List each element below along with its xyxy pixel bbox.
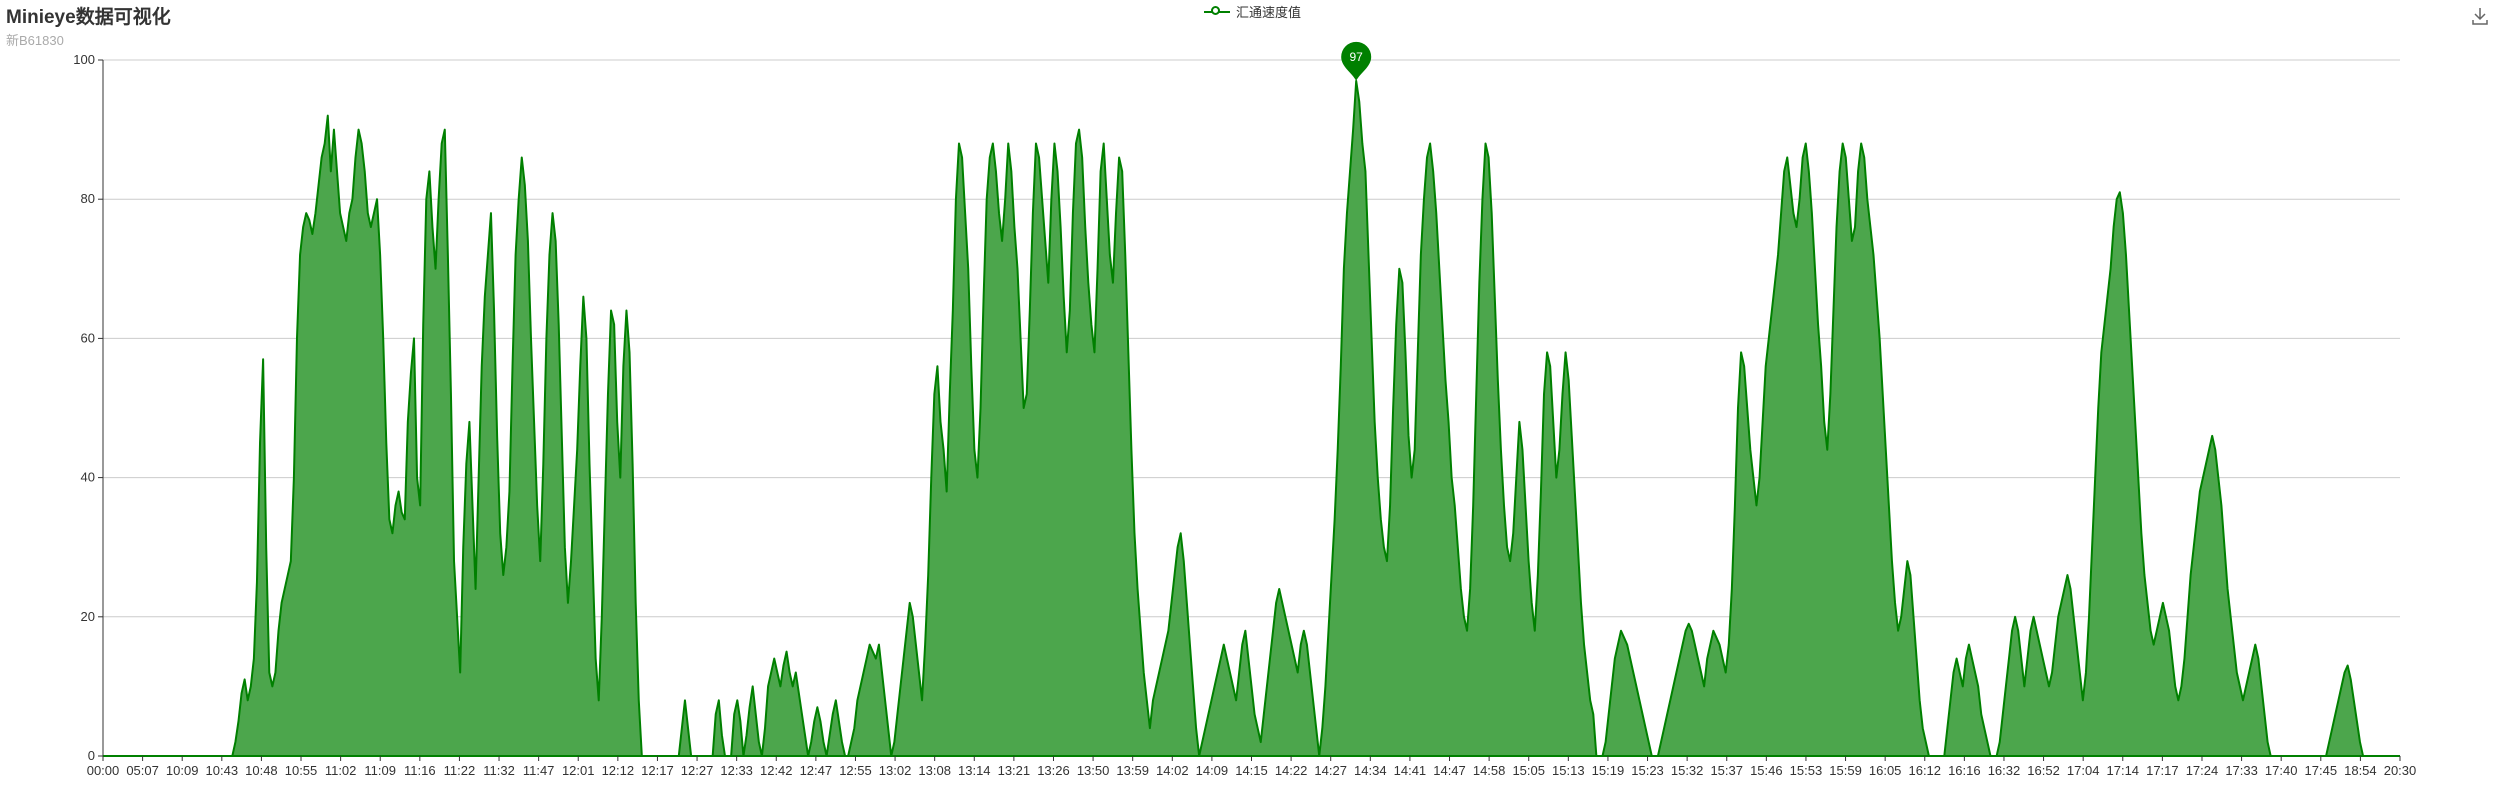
x-tick-label: 13:59 [1116,763,1149,778]
x-tick-label: 12:12 [602,763,635,778]
max-value-pin [1341,41,1372,81]
x-tick-label: 11:09 [364,763,396,778]
x-tick-label: 12:01 [562,763,595,778]
x-tick-label: 15:13 [1552,763,1585,778]
x-tick-label: 13:02 [879,763,912,778]
y-tick-label: 80 [81,191,95,206]
legend-marker-icon [1204,5,1230,19]
y-tick-label: 60 [81,330,95,345]
x-tick-label: 16:05 [1869,763,1902,778]
x-tick-label: 17:33 [2225,763,2258,778]
x-tick-label: 13:14 [958,763,991,778]
x-tick-label: 14:34 [1354,763,1387,778]
x-tick-label: 10:48 [245,763,278,778]
x-tick-label: 14:09 [1196,763,1229,778]
x-tick-label: 10:55 [285,763,318,778]
tick-labels: 0 20 40 60 80 100 00:00 05:07 10:09 10:43 10:48 10:… [73,52,2416,778]
x-tick-label: 12:55 [839,763,872,778]
x-tick-label: 15:32 [1671,763,1704,778]
x-tick-label: 12:27 [681,763,714,778]
x-tick-label: 12:47 [800,763,833,778]
x-tick-label: 17:17 [2146,763,2179,778]
y-tick-label: 40 [81,470,95,485]
download-icon[interactable] [2470,6,2490,26]
legend-label: 汇通速度值 [1236,5,1302,20]
x-tick-label: 13:26 [1037,763,1070,778]
x-tick-label: 13:21 [998,763,1031,778]
y-tick-label: 100 [73,52,95,67]
x-tick-label: 00:00 [87,763,120,778]
x-tick-label: 14:02 [1156,763,1189,778]
x-tick-label: 14:22 [1275,763,1308,778]
x-tick-label: 18:54 [2344,763,2377,778]
x-tick-label: 17:45 [2305,763,2338,778]
x-tick-label: 16:32 [1988,763,2021,778]
x-tick-label: 05:07 [126,763,159,778]
series-area-fill [103,80,2400,756]
x-tick-label: 12:42 [760,763,793,778]
x-tick-label: 12:17 [641,763,674,778]
chart-legend[interactable]: 汇通速度值 [1204,2,1301,21]
series-area [103,79,2400,757]
y-tick-label: 0 [88,748,95,763]
x-tick-label: 17:14 [2107,763,2140,778]
x-tick-label: 15:23 [1631,763,1664,778]
page-title: Minieye数据可视化 [6,7,171,28]
x-tick-label: 15:59 [1829,763,1862,778]
x-tick-label: 15:53 [1790,763,1823,778]
x-tick-label: 10:09 [166,763,199,778]
max-value-label: 97 [1350,50,1364,64]
page-subtitle: 新B61830 [6,33,64,48]
x-tick-label: 11:47 [523,763,555,778]
x-tick-label: 15:46 [1750,763,1783,778]
x-tick-label: 12:33 [720,763,753,778]
axes [98,59,2401,761]
x-tick-label: 14:15 [1235,763,1268,778]
x-tick-label: 16:16 [1948,763,1981,778]
x-tick-label: 14:47 [1433,763,1466,778]
x-tick-label: 11:16 [404,763,436,778]
x-tick-label: 13:50 [1077,763,1110,778]
x-tick-label: 14:58 [1473,763,1506,778]
x-tick-label: 16:12 [1908,763,1941,778]
x-tick-label: 15:37 [1710,763,1743,778]
x-tick-label: 10:43 [206,763,239,778]
x-tick-label: 15:19 [1592,763,1625,778]
series-line [103,79,2400,757]
x-tick-label: 14:27 [1314,763,1347,778]
x-tick-label: 15:05 [1512,763,1545,778]
x-tick-label: 17:40 [2265,763,2298,778]
max-marker[interactable]: 97 [1341,41,1372,81]
x-tick-label: 17:24 [2186,763,2219,778]
x-tick-label: 11:22 [444,763,476,778]
x-tick-label: 13:08 [918,763,951,778]
x-tick-label: 11:32 [483,763,515,778]
y-tick-label: 20 [81,609,95,624]
x-tick-label: 16:52 [2027,763,2060,778]
x-tick-label: 17:04 [2067,763,2100,778]
x-tick-label: 20:30 [2384,763,2417,778]
x-tick-label: 14:41 [1394,763,1427,778]
x-tick-label: 11:02 [325,763,357,778]
